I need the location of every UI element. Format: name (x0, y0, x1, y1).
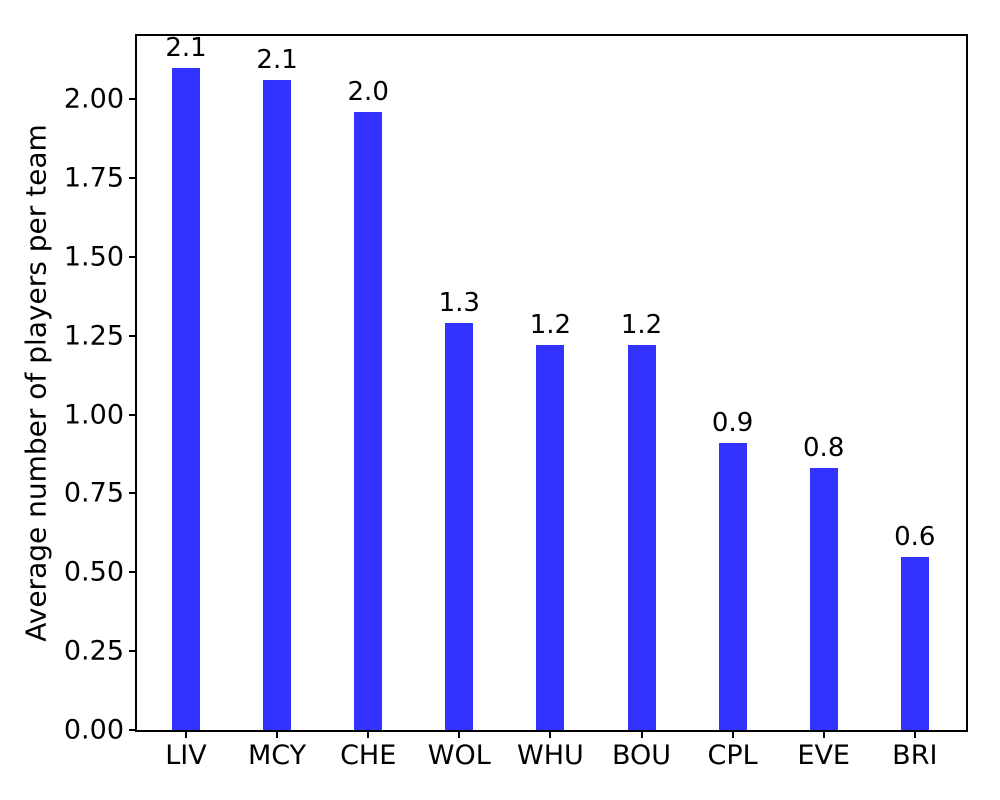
bar-value-label-whu: 1.2 (529, 310, 572, 341)
y-tick-mark (129, 492, 137, 495)
x-tick-mark (913, 730, 916, 738)
x-tick-mark (731, 730, 734, 738)
y-tick-label: 1.00 (63, 399, 124, 431)
bar-value-label-bou: 1.2 (620, 310, 663, 341)
x-tick-label-mcy: MCY (248, 740, 307, 771)
bar-cpl (718, 442, 747, 730)
y-axis-label: Average number of players per team (19, 124, 53, 642)
y-tick-mark (129, 176, 137, 179)
bar-eve (809, 468, 838, 730)
bar-mcy (263, 80, 292, 730)
x-tick-mark (458, 730, 461, 738)
x-tick-label-bou: BOU (611, 740, 672, 771)
x-tick-label-bri: BRI (892, 740, 938, 771)
y-tick-label: 1.50 (63, 241, 124, 273)
y-tick-label: 1.25 (63, 320, 124, 352)
y-tick-label: 2.00 (63, 83, 124, 115)
x-tick-mark (822, 730, 825, 738)
bar-value-label-liv: 2.1 (165, 32, 207, 63)
bar-bri (900, 556, 929, 730)
y-tick-label: 0.75 (63, 477, 124, 509)
bar-bou (627, 345, 656, 730)
y-tick-mark (129, 729, 137, 731)
y-tick-label: 1.75 (63, 162, 124, 194)
bar-whu (536, 345, 565, 730)
plot-area: 0.00 0.25 0.50 0.75 1.00 1.25 1.50 1.75 2.00 2.1 L… (64, 32, 968, 769)
x-tick-mark (276, 730, 279, 738)
y-tick-label: 0.25 (63, 635, 124, 667)
x-tick-label-che: CHE (340, 740, 397, 771)
y-tick-mark (129, 571, 137, 574)
y-tick-mark (129, 413, 137, 416)
bar-value-label-che: 2.0 (347, 76, 389, 107)
y-tick-label: 0.00 (63, 714, 124, 746)
x-tick-label-eve: EVE (797, 740, 850, 771)
x-tick-mark (549, 730, 552, 738)
bar-che (354, 111, 383, 730)
bar-value-label-wol: 1.3 (438, 288, 480, 319)
bar-value-label-bri: 0.6 (894, 521, 936, 552)
x-tick-label-cpl: CPL (707, 740, 758, 771)
bar-value-label-cpl: 0.9 (711, 407, 754, 438)
y-tick-mark (129, 334, 137, 337)
bar-wol (445, 323, 474, 730)
x-tick-label-wol: WOL (427, 740, 491, 771)
x-tick-mark (640, 730, 643, 738)
bar-value-label-mcy: 2.1 (256, 45, 298, 76)
y-tick-mark (129, 650, 137, 653)
x-tick-mark (185, 730, 187, 738)
y-tick-label: 0.50 (63, 556, 124, 588)
x-tick-mark (367, 730, 370, 738)
y-tick-mark (129, 98, 137, 101)
x-tick-label-liv: LIV (165, 740, 207, 771)
x-tick-label-whu: WHU (517, 740, 584, 771)
y-tick-mark (129, 255, 137, 258)
bar-value-label-eve: 0.8 (803, 433, 845, 464)
bar-liv (172, 67, 200, 730)
